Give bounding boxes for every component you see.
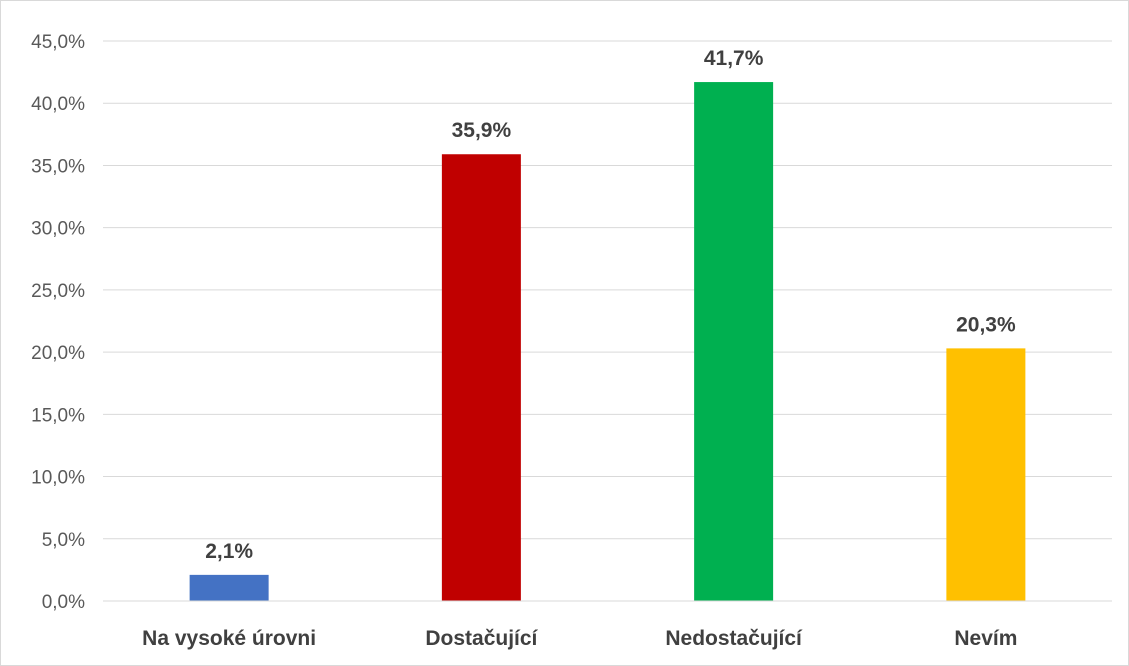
bar — [694, 82, 774, 602]
x-category-label: Nevím — [954, 627, 1017, 650]
data-label: 41,7% — [704, 47, 764, 70]
data-label: 35,9% — [452, 119, 512, 142]
y-tick-label: 20,0% — [31, 343, 85, 364]
gridlines — [103, 40, 1112, 540]
y-tick-label: 40,0% — [31, 94, 85, 115]
x-category-label: Dostačující — [425, 627, 538, 650]
y-tick-label: 0,0% — [42, 592, 85, 613]
y-tick-label: 35,0% — [31, 156, 85, 177]
y-tick-label: 25,0% — [31, 281, 85, 302]
x-axis-category-labels: Na vysoké úrovni Dostačující Nedostačující… — [142, 627, 1017, 650]
data-label: 20,3% — [956, 313, 1016, 336]
bars — [189, 82, 1026, 602]
y-tick-label: 30,0% — [31, 219, 85, 240]
data-label: 2,1% — [205, 540, 253, 563]
x-category-label: Na vysoké úrovni — [142, 627, 316, 650]
y-tick-label: 10,0% — [31, 468, 85, 489]
bar — [441, 154, 521, 601]
data-labels: 2,1% 35,9% 41,7% 20,3% — [205, 47, 1016, 563]
y-tick-label: 45,0% — [31, 32, 85, 53]
y-tick-label: 15,0% — [31, 405, 85, 426]
x-category-label: Nedostačující — [665, 627, 803, 650]
y-tick-label: 5,0% — [42, 530, 85, 551]
bar — [946, 348, 1026, 601]
bar — [189, 574, 269, 601]
y-axis-tick-labels: 0,0% 5,0% 10,0% 15,0% 20,0% 25,0% 30,0% 35,0% 40… — [31, 32, 85, 613]
